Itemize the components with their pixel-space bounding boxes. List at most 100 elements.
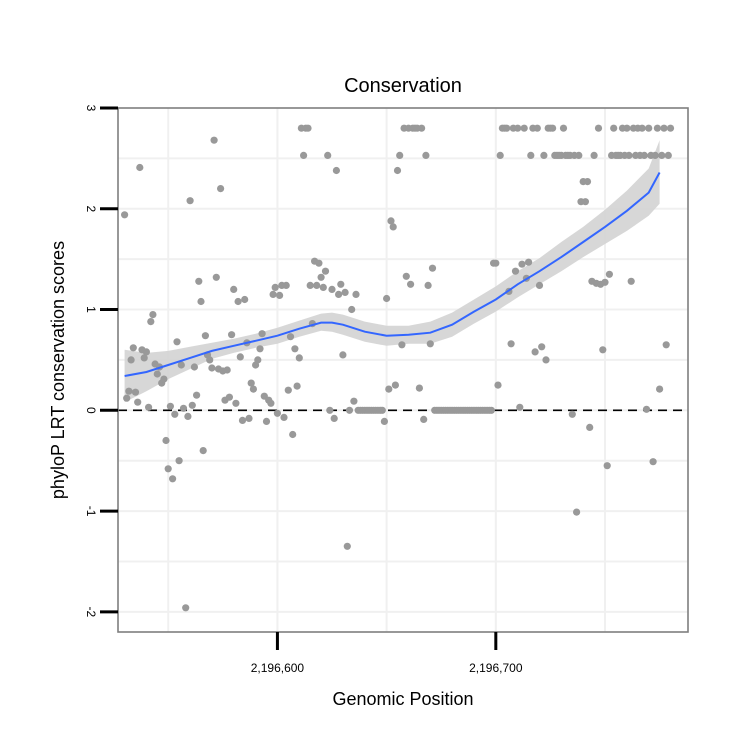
data-point: [208, 364, 216, 372]
data-point: [627, 277, 635, 285]
data-point: [601, 278, 609, 286]
data-point: [147, 318, 155, 326]
data-point: [503, 124, 511, 132]
data-point: [378, 406, 386, 414]
data-point: [610, 124, 618, 132]
data-point: [153, 370, 161, 378]
data-point: [418, 124, 426, 132]
y-tick-label: 0: [84, 407, 98, 414]
data-point: [575, 151, 583, 159]
data-point: [262, 417, 271, 425]
data-point: [385, 385, 393, 393]
data-point: [269, 290, 277, 298]
data-point: [583, 178, 592, 186]
data-point: [238, 416, 247, 424]
data-point: [540, 151, 548, 159]
data-point: [201, 332, 209, 340]
data-point: [300, 151, 308, 159]
data-point: [182, 604, 190, 612]
panel-border: [117, 107, 689, 633]
data-point: [332, 166, 340, 175]
data-point: [664, 151, 672, 159]
data-point: [511, 267, 520, 275]
data-point: [232, 399, 240, 407]
data-point: [350, 397, 358, 405]
data-point: [586, 423, 594, 431]
data-point: [317, 273, 325, 281]
data-point: [527, 151, 535, 159]
data-point: [188, 401, 196, 409]
data-point: [538, 343, 546, 351]
data-point: [389, 223, 397, 231]
data-point: [247, 379, 255, 387]
data-point: [228, 331, 236, 339]
data-point: [249, 385, 257, 393]
data-point: [352, 290, 360, 298]
data-point: [289, 430, 297, 439]
data-point: [236, 353, 244, 361]
data-point: [531, 348, 539, 356]
data-point: [339, 351, 347, 359]
smooth-line: [124, 172, 661, 377]
data-point: [662, 341, 670, 349]
data-points: [121, 124, 675, 612]
data-point: [507, 340, 515, 348]
data-point: [326, 406, 334, 414]
data-point: [195, 277, 203, 285]
data-point: [177, 361, 185, 369]
data-point: [590, 151, 598, 159]
data-point: [321, 267, 330, 275]
data-point: [136, 163, 144, 172]
data-point: [140, 354, 148, 362]
data-point: [383, 294, 391, 303]
data-point: [171, 410, 179, 418]
y-tick-label: -2: [84, 606, 98, 617]
data-point: [282, 281, 290, 289]
data-point: [407, 280, 415, 288]
x-axis: 2,196,600 2,196,700: [251, 632, 523, 675]
data-point: [573, 508, 581, 516]
y-axis-title: phyloP LRT conservation scores: [48, 241, 68, 499]
data-point: [651, 151, 659, 159]
data-point: [271, 283, 279, 291]
x-tick-label: 2,196,700: [469, 661, 523, 675]
data-point: [494, 381, 502, 389]
x-tick-label: 2,196,600: [251, 661, 305, 675]
data-point: [649, 458, 657, 466]
data-point: [142, 348, 150, 356]
data-point: [640, 151, 648, 159]
confidence-band-area: [124, 140, 660, 403]
data-point: [315, 259, 323, 267]
data-point: [535, 281, 544, 289]
data-point: [197, 297, 205, 306]
data-point: [345, 406, 354, 414]
data-point: [518, 260, 526, 268]
grid: [118, 108, 688, 632]
data-point: [605, 270, 614, 278]
data-point: [330, 414, 338, 422]
data-point: [286, 333, 295, 341]
data-point: [193, 391, 201, 399]
data-point: [328, 285, 336, 293]
data-point: [145, 403, 153, 411]
data-point: [258, 330, 266, 338]
data-point: [127, 356, 135, 364]
data-point: [337, 280, 345, 288]
smooth-fit-line: [124, 172, 661, 377]
data-point: [393, 166, 402, 175]
data-point: [603, 462, 611, 470]
data-point: [230, 285, 238, 293]
data-point: [424, 281, 432, 289]
data-point: [267, 399, 275, 407]
data-point: [533, 124, 541, 132]
data-point: [179, 404, 188, 412]
y-tick-label: 1: [84, 306, 98, 313]
chart-title: Conservation: [344, 75, 462, 97]
data-point: [666, 124, 675, 132]
data-point: [387, 217, 395, 225]
data-point: [241, 295, 249, 304]
data-point: [254, 356, 262, 364]
data-point: [190, 363, 198, 371]
data-point: [496, 151, 504, 159]
data-point: [343, 542, 351, 550]
